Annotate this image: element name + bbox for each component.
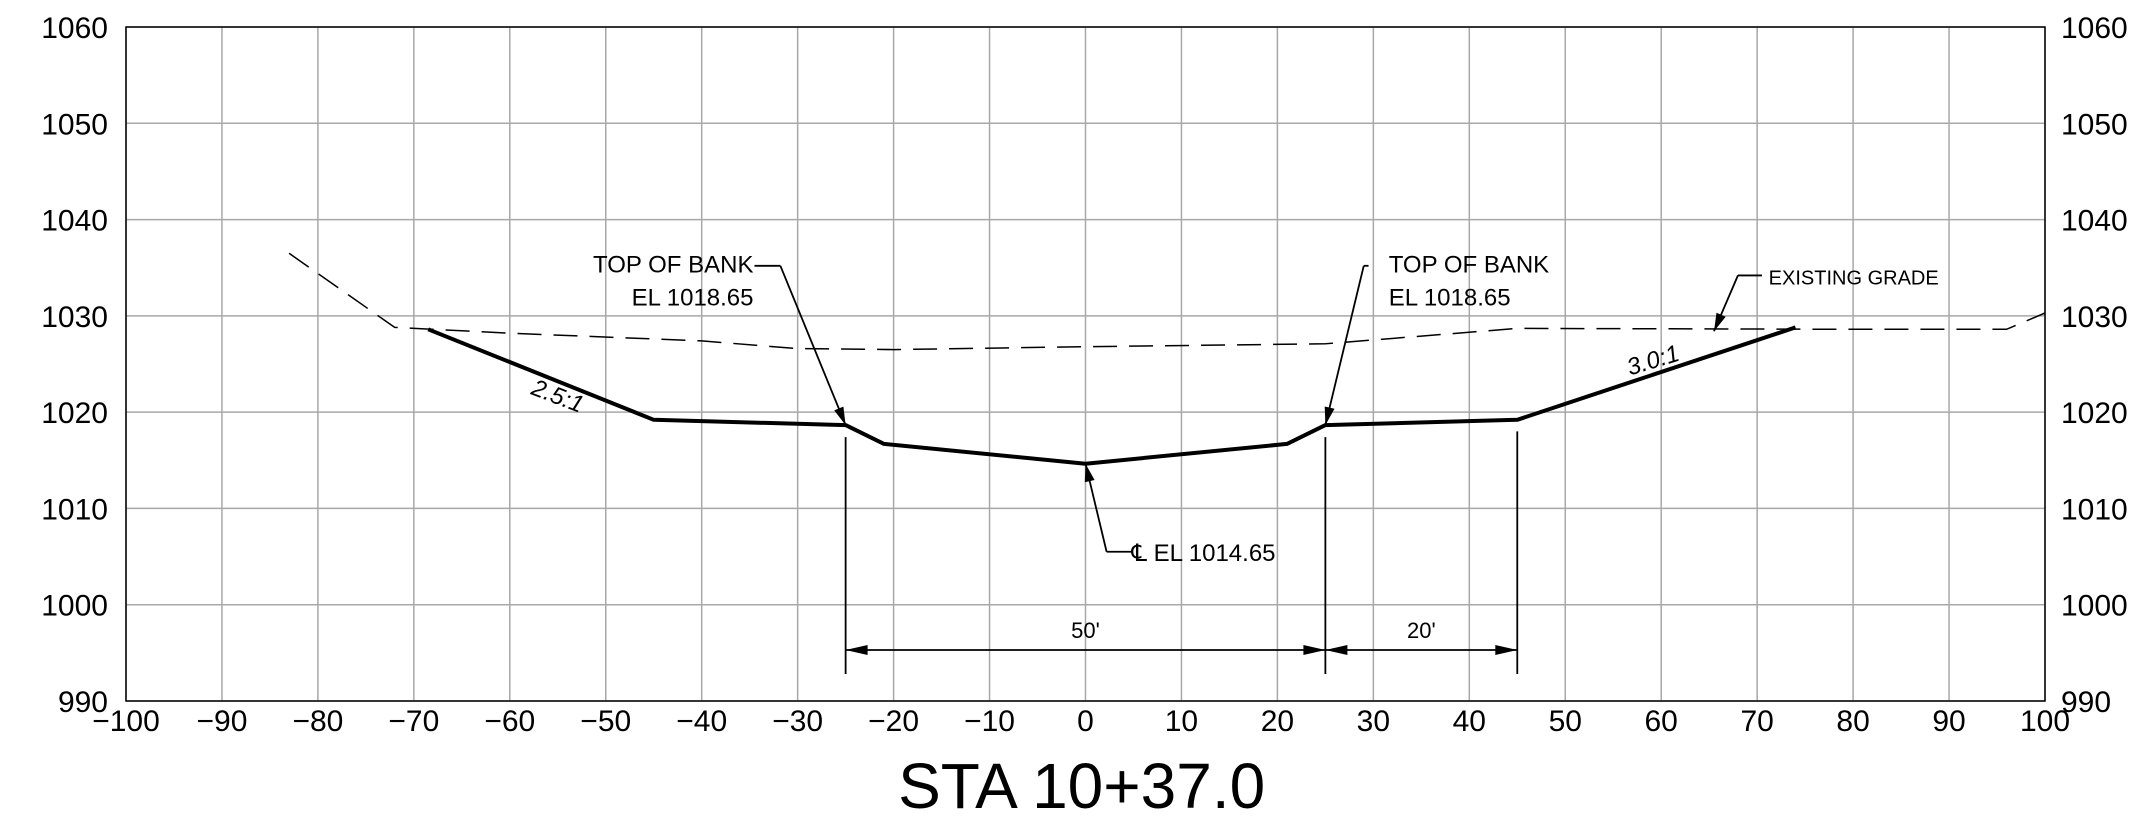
y-tick-label-left: 990 <box>58 686 108 719</box>
x-tick-label: −100 <box>92 705 160 738</box>
x-tick-label: −90 <box>197 705 248 738</box>
right-bank-leader <box>1324 265 1365 426</box>
y-tick-label-left: 1010 <box>41 493 108 526</box>
x-tick-label: 90 <box>1932 705 1965 738</box>
x-tick-label: 0 <box>1077 705 1094 738</box>
proposed-channel-section-line <box>427 325 1797 466</box>
y-axis-left-ticks: 990 1000 1010 1020 1030 1040 1050 1060 <box>41 12 108 719</box>
right-top-of-bank-label: TOP OF BANK <box>1389 252 1550 279</box>
x-axis-ticks: −100 −90 −80 −70 −60 −50 −40 −30 −20 −10 0 10 20 30 40… <box>92 705 2070 738</box>
y-tick-label-right: 1030 <box>2061 301 2128 334</box>
y-tick-label-right: 990 <box>2061 686 2111 719</box>
station-title: STA 10+37.0 <box>898 750 1265 822</box>
y-tick-label-right: 1050 <box>2061 108 2128 141</box>
centerline-elevation-label: ℄ EL 1014.65 <box>1131 540 1276 567</box>
x-tick-label: 100 <box>2020 705 2070 738</box>
y-tick-label-right: 1060 <box>2061 12 2128 45</box>
x-tick-label: −40 <box>676 705 727 738</box>
centerline-arrowhead <box>1084 463 1095 483</box>
x-tick-label: −30 <box>772 705 823 738</box>
left-bank-arrowhead <box>834 406 846 426</box>
right-top-of-bank-elevation: EL 1018.65 <box>1389 284 1511 311</box>
x-tick-label: 20 <box>1261 705 1294 738</box>
dimension-arrow <box>1495 645 1518 655</box>
x-tick-label: 80 <box>1836 705 1869 738</box>
existing-grade-label: EXISTING GRADE <box>1769 267 1939 289</box>
right-bank-arrowhead <box>1324 406 1335 426</box>
y-tick-label-left: 1020 <box>41 397 108 430</box>
dimension-arrow <box>1303 645 1326 655</box>
x-tick-label: 50 <box>1549 705 1582 738</box>
x-tick-label: 30 <box>1357 705 1390 738</box>
y-tick-label-right: 1010 <box>2061 493 2128 526</box>
x-tick-label: 10 <box>1165 705 1198 738</box>
y-tick-label-left: 1060 <box>41 12 108 45</box>
y-axis-right-ticks: 990 1000 1010 1020 1030 1040 1050 1060 <box>2061 12 2128 719</box>
y-tick-label-left: 1050 <box>41 108 108 141</box>
bench-width-dimension-label: 20' <box>1407 618 1436 643</box>
x-tick-label: −80 <box>292 705 343 738</box>
existing-grade-line <box>288 252 2046 351</box>
x-tick-label: 40 <box>1453 705 1486 738</box>
y-tick-label-right: 1040 <box>2061 205 2128 238</box>
annotation-lines <box>754 264 1762 675</box>
left-bank-leader <box>779 265 847 426</box>
x-tick-label: −20 <box>868 705 919 738</box>
x-tick-label: −50 <box>580 705 631 738</box>
x-tick-label: −60 <box>484 705 535 738</box>
plot-frame <box>125 26 2046 702</box>
left-top-of-bank-label: TOP OF BANK <box>593 252 754 279</box>
existing-grade-arrowhead <box>1714 312 1726 332</box>
x-tick-label: 60 <box>1645 705 1678 738</box>
x-tick-label: −10 <box>964 705 1015 738</box>
dimension-arrow <box>845 645 868 655</box>
left-top-of-bank-elevation: EL 1018.65 <box>632 284 754 311</box>
grid <box>125 26 2046 702</box>
x-tick-label: 70 <box>1740 705 1773 738</box>
y-tick-label-left: 1000 <box>41 590 108 623</box>
y-tick-label-right: 1000 <box>2061 590 2128 623</box>
x-tick-label: −70 <box>388 705 439 738</box>
dimension-arrow <box>1325 645 1348 655</box>
y-tick-label-left: 1030 <box>41 301 108 334</box>
bottom-width-dimension-label: 50' <box>1071 618 1100 643</box>
y-tick-label-left: 1040 <box>41 205 108 238</box>
y-tick-label-right: 1020 <box>2061 397 2128 430</box>
